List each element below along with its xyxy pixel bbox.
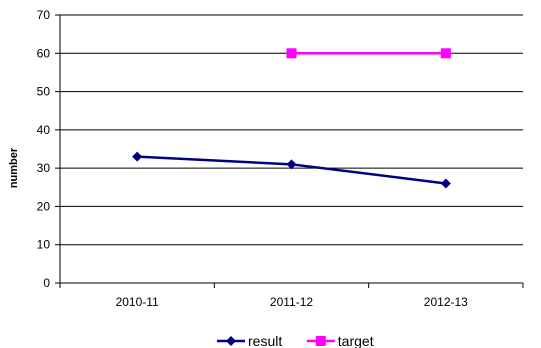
y-tick-label: 40 (37, 123, 51, 137)
legend-swatch-marker (315, 336, 326, 346)
series-result (132, 151, 451, 189)
legend-label: target (338, 333, 374, 348)
legend: result target (217, 333, 374, 348)
legend-item-target: target (306, 333, 374, 348)
data-point-result (132, 151, 143, 162)
series (132, 48, 451, 189)
axes (55, 14, 524, 288)
series-target (286, 48, 451, 59)
data-point-result (440, 178, 451, 189)
x-tick-label: 2012-13 (424, 295, 468, 309)
y-tick-label: 70 (37, 8, 51, 22)
y-tick-label: 0 (43, 276, 50, 290)
data-point-target (286, 48, 297, 59)
x-tick-labels: 2010-11 2011-12 2012-13 (116, 295, 469, 309)
y-axis-title: number (8, 147, 20, 188)
y-tick-label: 30 (37, 161, 51, 175)
y-tick-label: 20 (37, 199, 51, 213)
legend-swatch-marker (226, 336, 236, 346)
data-point-target (440, 48, 451, 59)
y-tick-label: 60 (37, 46, 51, 60)
data-point-result (286, 159, 297, 170)
y-tick-label: 10 (37, 238, 51, 252)
x-tick-label: 2010-11 (116, 295, 159, 309)
y-tick-label: 50 (37, 85, 51, 99)
legend-item-result: result (217, 333, 282, 348)
y-tick-labels: 0 10 20 30 40 50 60 70 (37, 8, 51, 290)
legend-label: result (248, 333, 282, 348)
x-tick-label: 2011-12 (270, 295, 313, 309)
